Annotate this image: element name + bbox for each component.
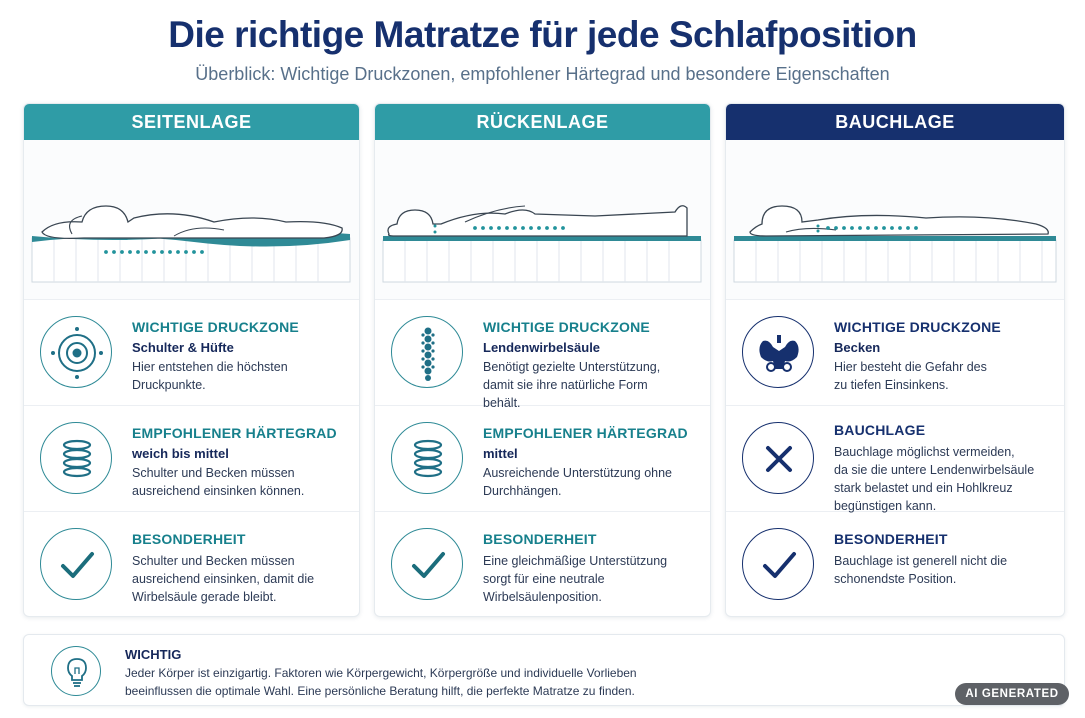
ai-generated-badge: AI GENERATED [955, 683, 1069, 705]
section-description: Schulter und Becken müssen ausreichend e… [132, 554, 315, 604]
section-druckzone: WICHTIGE DRUCKZONE Schulter & Hüfte Hier… [24, 300, 359, 406]
section-value: Lendenwirbelsäule [483, 340, 601, 355]
stomach-sleeper-illustration [726, 140, 1064, 300]
section-heading: EMPFOHLENER HÄRTEGRAD [483, 425, 688, 441]
section-value: Becken [834, 340, 881, 355]
page-subtitle: Überblick: Wichtige Druckzonen, empfohle… [195, 64, 890, 84]
side-sleeper-illustration [24, 140, 359, 300]
checkmark-icon [391, 528, 463, 600]
section-heading: EMPFOHLENER HÄRTEGRAD [132, 425, 337, 441]
back-sleeper-illustration [375, 140, 710, 300]
spine-icon [391, 316, 463, 388]
pelvis-icon [742, 316, 814, 388]
section-description: Schulter und Becken müssen ausreichend e… [132, 466, 305, 498]
spring-icon [40, 422, 112, 494]
section-value: Schulter & Hüfte [132, 340, 234, 355]
section-description: Bauchlage ist generell nicht die schonen… [834, 554, 1008, 586]
section-heading: WICHTIGE DRUCKZONE [483, 319, 650, 335]
checkmark-icon [40, 528, 112, 600]
section-value: weich bis mittel [132, 446, 229, 461]
section-warnung: BAUCHLAGE Bauchlage möglichst vermeiden,… [726, 406, 1064, 513]
checkmark-icon [742, 528, 814, 600]
cross-icon [742, 422, 814, 494]
note-title: WICHTIG [125, 647, 182, 662]
section-heading: WICHTIGE DRUCKZONE [834, 319, 1001, 335]
section-heading: BESONDERHEIT [834, 531, 948, 547]
column-rueckenlage: RÜCKENLAGE WICHTIGE DRU [374, 103, 711, 617]
section-heading: BESONDERHEIT [483, 531, 597, 547]
section-heading: WICHTIGE DRUCKZONE [132, 319, 299, 335]
target-icon [40, 316, 112, 388]
section-heading: BAUCHLAGE [834, 422, 926, 438]
section-besonderheit: BESONDERHEIT Bauchlage ist generell nich… [726, 512, 1064, 616]
info-note: WICHTIG Jeder Körper ist einzigartig. Fa… [23, 634, 1065, 706]
column-bauchlage: BAUCHLAGE WICHTIGE DRUCKZON [725, 103, 1065, 617]
section-description: Bauchlage möglichst vermeiden, da sie di… [834, 445, 1035, 513]
column-header: SEITENLAGE [24, 104, 359, 140]
section-description: Ausreichende Unterstützung ohne Durchhän… [483, 466, 673, 498]
section-description: Eine gleichmäßige Unterstützung sorgt fü… [483, 554, 668, 604]
column-header: BAUCHLAGE [726, 104, 1064, 140]
section-description: Hier besteht die Gefahr des zu tiefen Ei… [834, 360, 987, 392]
section-druckzone: WICHTIGE DRUCKZONE Lendenwirbelsäule Ben… [375, 300, 710, 410]
lightbulb-icon [51, 646, 101, 696]
column-header: RÜCKENLAGE [375, 104, 710, 140]
section-value: mittel [483, 446, 518, 461]
section-haertegrad: EMPFOHLENER HÄRTEGRAD weich bis mittel S… [24, 406, 359, 512]
section-heading: BESONDERHEIT [132, 531, 246, 547]
spring-icon [391, 422, 463, 494]
column-seitenlage: SEITENLAGE WICHTIGE [23, 103, 360, 617]
section-besonderheit: BESONDERHEIT Schulter und Becken müssen … [24, 512, 359, 616]
section-description: Hier entstehen die höchsten Druckpunkte. [132, 360, 288, 392]
section-druckzone: WICHTIGE DRUCKZONE Becken Hier besteht d… [726, 300, 1064, 406]
page-title: Die richtige Matratze für jede Schlafpos… [168, 14, 917, 55]
note-text: Jeder Körper ist einzigartig. Faktoren w… [125, 666, 637, 698]
section-description: Benötigt gezielte Unterstützung, damit s… [483, 360, 661, 410]
section-haertegrad: EMPFOHLENER HÄRTEGRAD mittel Ausreichend… [375, 406, 710, 512]
section-besonderheit: BESONDERHEIT Eine gleichmäßige Unterstüt… [375, 512, 710, 616]
